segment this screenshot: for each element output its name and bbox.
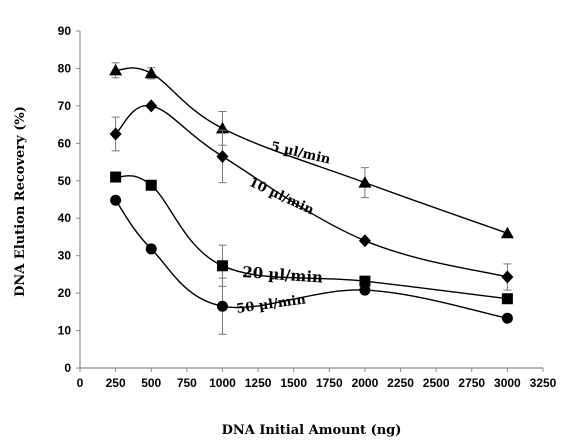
series-circle bbox=[110, 194, 513, 335]
series-label: 20 µl/min bbox=[242, 263, 324, 287]
data-point-square bbox=[501, 293, 513, 305]
series-label: 10 µl/min bbox=[246, 175, 316, 218]
x-tick-label: 250 bbox=[106, 376, 126, 390]
series-square bbox=[110, 171, 513, 305]
series-triangle bbox=[109, 62, 514, 239]
data-point-circle bbox=[216, 300, 228, 312]
data-point-triangle bbox=[358, 176, 372, 188]
x-tick-label: 2500 bbox=[423, 376, 450, 390]
data-point-square bbox=[145, 179, 157, 191]
data-point-triangle bbox=[109, 63, 123, 76]
x-tick-label: 750 bbox=[177, 376, 197, 390]
x-tick-label: 500 bbox=[141, 376, 161, 390]
x-tick-label: 2750 bbox=[458, 376, 485, 390]
y-tick-label: 0 bbox=[64, 361, 71, 375]
y-tick-label: 10 bbox=[58, 324, 72, 338]
data-point-diamond bbox=[145, 99, 158, 113]
y-tick-label: 30 bbox=[58, 249, 72, 263]
y-tick-label: 20 bbox=[58, 286, 72, 300]
data-point-diamond bbox=[501, 270, 514, 284]
x-tick-label: 1250 bbox=[245, 376, 272, 390]
series-line bbox=[115, 105, 508, 278]
y-tick-label: 70 bbox=[58, 99, 72, 113]
series-label: 5 µl/min bbox=[269, 139, 332, 167]
y-tick-label: 90 bbox=[58, 24, 72, 38]
data-point-diamond bbox=[216, 149, 229, 163]
x-tick-label: 2250 bbox=[387, 376, 414, 390]
data-point-diamond bbox=[109, 127, 122, 141]
x-tick-label: 0 bbox=[77, 376, 84, 390]
data-point-triangle bbox=[144, 66, 158, 79]
y-axis-ticks: 0 10 20 30 40 50 60 70 80 90 bbox=[58, 24, 80, 375]
data-point-diamond bbox=[358, 234, 371, 248]
data-point-triangle bbox=[500, 226, 514, 239]
x-tick-label: 1500 bbox=[280, 376, 307, 390]
series-label: 50 µl/min bbox=[235, 292, 307, 317]
y-tick-label: 50 bbox=[58, 174, 72, 188]
x-tick-label: 1000 bbox=[209, 376, 236, 390]
data-point-square bbox=[216, 260, 228, 272]
y-tick-label: 40 bbox=[58, 211, 72, 225]
y-tick-label: 60 bbox=[58, 136, 72, 150]
x-axis-ticks: 0 250 500 750 1000 1250 1500 1750 2000 2250 2500 27… bbox=[77, 368, 557, 390]
x-tick-label: 1750 bbox=[316, 376, 343, 390]
data-point-circle bbox=[145, 243, 157, 255]
x-tick-label: 3250 bbox=[530, 376, 557, 390]
x-tick-label: 3000 bbox=[494, 376, 521, 390]
data-point-square bbox=[110, 171, 122, 183]
series-diamond bbox=[109, 99, 514, 291]
y-axis-title: DNA Elution Recovery (%) bbox=[13, 106, 28, 297]
data-point-circle bbox=[501, 312, 513, 324]
data-point-circle bbox=[110, 194, 122, 206]
x-tick-label: 2000 bbox=[352, 376, 379, 390]
data-point-square bbox=[359, 275, 371, 287]
data-point-circle bbox=[359, 284, 371, 296]
x-axis-title: DNA Initial Amount (ng) bbox=[222, 423, 402, 438]
series-layer bbox=[109, 62, 514, 335]
y-tick-label: 80 bbox=[58, 61, 72, 75]
